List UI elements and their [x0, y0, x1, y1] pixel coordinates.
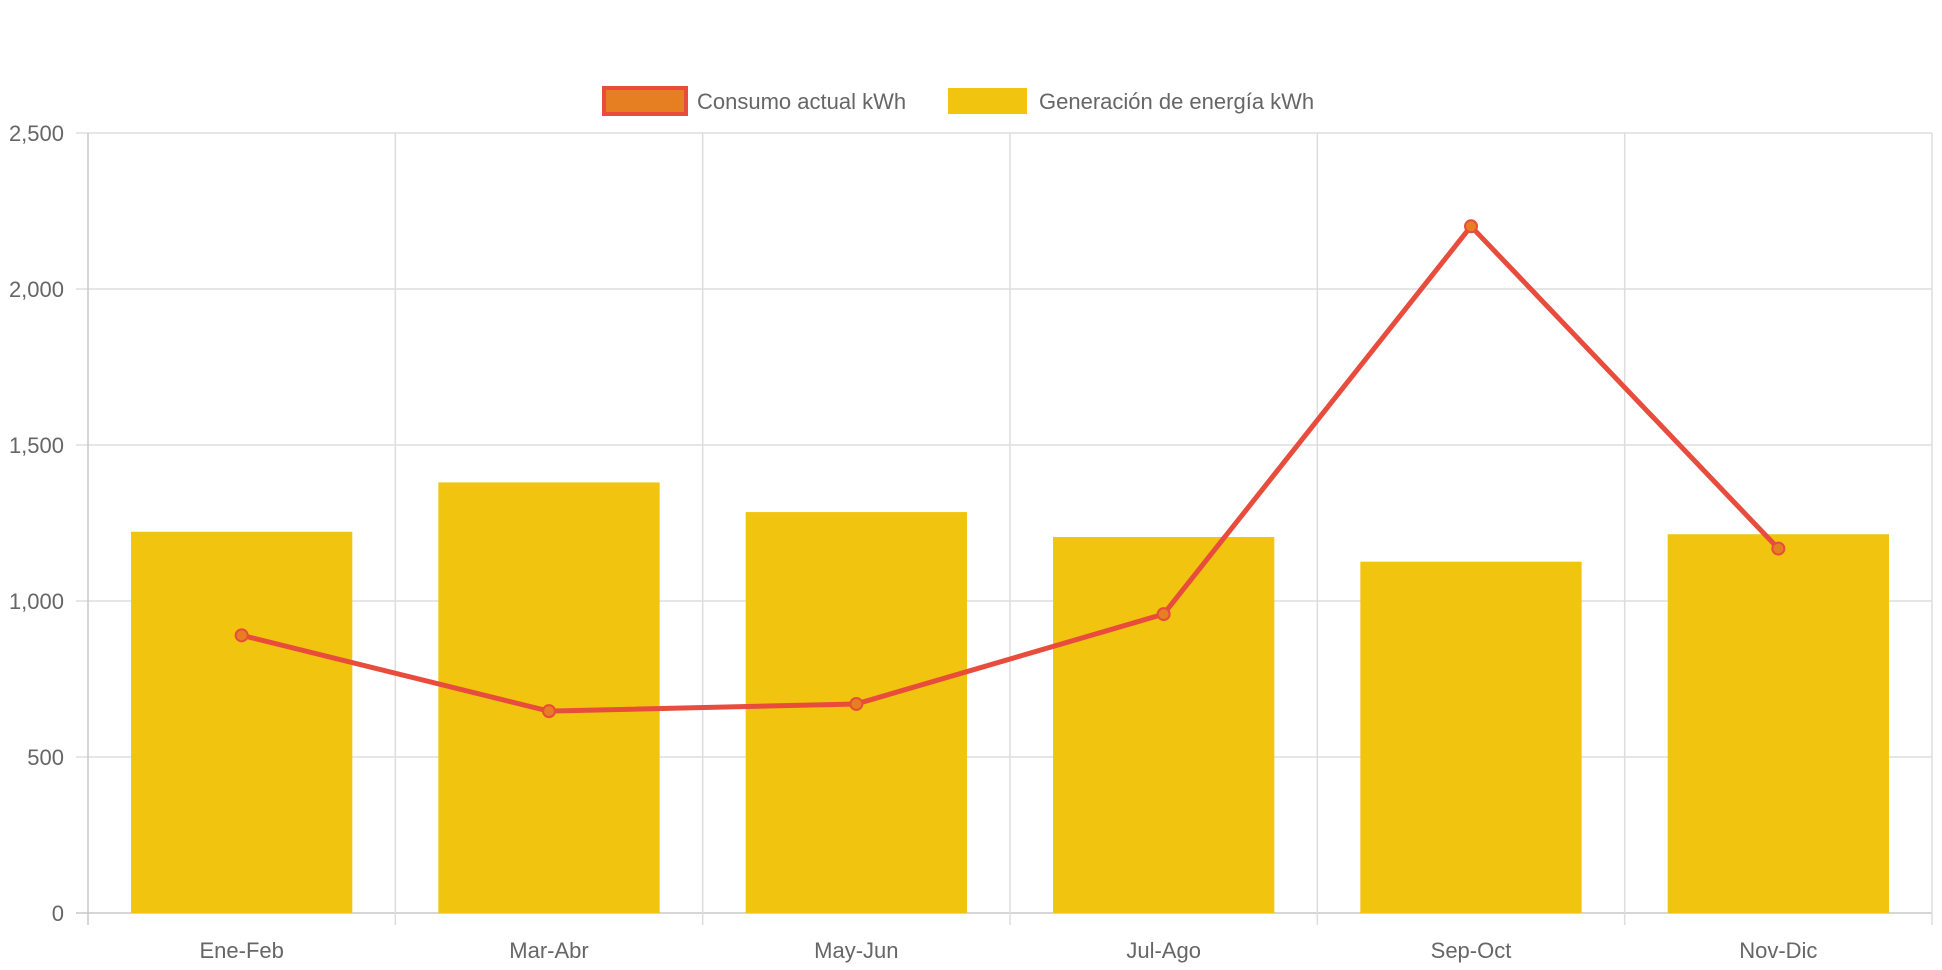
- bar: [1360, 561, 1582, 913]
- line-point: [1156, 607, 1171, 622]
- x-tick-label: Sep-Oct: [1431, 938, 1512, 963]
- line-point: [234, 628, 249, 643]
- line-point: [1771, 541, 1786, 556]
- y-axis-ticks: 0 500 1,000 1,500 2,000 2,500: [9, 121, 64, 926]
- series-line: [241, 223, 1781, 714]
- line-point: [542, 704, 556, 719]
- y-tick-label: 2,500: [9, 121, 64, 146]
- legend-swatch-generation: [948, 88, 1027, 114]
- legend-item-consumption[interactable]: Consumo actual kWh: [602, 86, 906, 116]
- x-tick-label: Jul-Ago: [1126, 938, 1201, 963]
- y-tick-label: 1,500: [9, 433, 64, 458]
- legend-label-consumption: Consumo actual kWh: [697, 89, 906, 114]
- line-point: [1464, 219, 1478, 234]
- grid-lines: [76, 132, 1933, 925]
- generation-bars: [131, 482, 1889, 913]
- y-tick-label: 2,000: [9, 277, 64, 302]
- x-tick-label: Nov-Dic: [1739, 938, 1817, 963]
- x-axis-ticks: Ene-Feb Mar-Abr May-Jun Jul-Ago Sep-Oct Nov-D…: [199, 938, 1817, 963]
- consumption-line: [234, 219, 1786, 719]
- bar: [131, 531, 353, 913]
- y-tick-label: 500: [27, 745, 64, 770]
- x-tick-label: Ene-Feb: [199, 938, 283, 963]
- y-tick-label: 0: [52, 901, 64, 926]
- legend: Consumo actual kWh Generación de energía…: [602, 86, 1314, 116]
- bar: [1053, 537, 1275, 913]
- y-tick-label: 1,000: [9, 589, 64, 614]
- bar: [1667, 534, 1889, 913]
- legend-swatch-consumption: [602, 86, 688, 116]
- legend-label-generation: Generación de energía kWh: [1039, 89, 1314, 114]
- x-tick-label: Mar-Abr: [509, 938, 588, 963]
- bar: [745, 512, 967, 913]
- legend-item-generation[interactable]: Generación de energía kWh: [948, 88, 1314, 114]
- bar: [438, 482, 660, 913]
- x-tick-label: May-Jun: [814, 938, 898, 963]
- line-point: [849, 696, 864, 711]
